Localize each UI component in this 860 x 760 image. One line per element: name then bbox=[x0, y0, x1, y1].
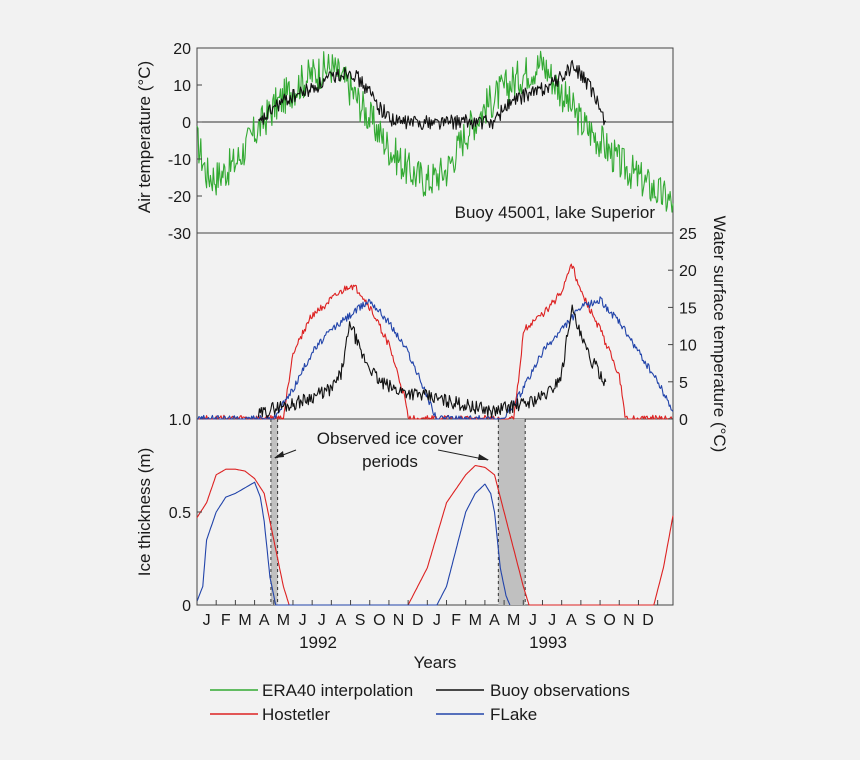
month-label: J bbox=[318, 612, 326, 629]
water-ytick-label: 15 bbox=[679, 300, 697, 317]
x-axis-title: Years bbox=[414, 653, 457, 672]
water-ytick-label: 25 bbox=[679, 226, 697, 243]
legend-label-flake: FLake bbox=[490, 705, 537, 724]
month-label: D bbox=[412, 612, 424, 629]
annotation-arrowhead-left bbox=[274, 451, 284, 458]
air-temperature-ytick-label: -20 bbox=[168, 189, 191, 206]
month-label: A bbox=[259, 612, 270, 629]
month-label: M bbox=[507, 612, 520, 629]
month-label: O bbox=[603, 612, 615, 629]
month-label: D bbox=[642, 612, 654, 629]
legend-label-era40: ERA40 interpolation bbox=[262, 681, 413, 700]
air-temperature-ytick-label: -30 bbox=[168, 226, 191, 243]
air-temperature-ytick-label: -10 bbox=[168, 152, 191, 169]
water-panel-frame bbox=[196, 232, 674, 420]
water-ytick-label: 0 bbox=[679, 412, 688, 429]
month-label: J bbox=[203, 612, 211, 629]
month-label: O bbox=[373, 612, 385, 629]
month-label: J bbox=[433, 612, 441, 629]
month-label: J bbox=[548, 612, 556, 629]
month-label: S bbox=[355, 612, 366, 629]
ice-cover-annotation-line2: periods bbox=[362, 452, 418, 471]
month-label: J bbox=[529, 612, 537, 629]
air-temperature-ytick-label: 10 bbox=[173, 78, 191, 95]
ice-thickness-ytick-label: 0.5 bbox=[169, 505, 191, 522]
month-label: F bbox=[221, 612, 231, 629]
legend-label-buoy: Buoy observations bbox=[490, 681, 630, 700]
water-surface-temperature-series-buoy-observations bbox=[257, 304, 607, 419]
month-label: N bbox=[623, 612, 635, 629]
month-label: J bbox=[299, 612, 307, 629]
ice-cover-band-1 bbox=[270, 419, 278, 605]
water-surface-temperature-series-flake bbox=[197, 296, 674, 420]
water-ytick-label: 5 bbox=[679, 375, 688, 392]
air-temperature-ytick-label: 20 bbox=[173, 41, 191, 58]
month-label: A bbox=[489, 612, 500, 629]
air-temperature-series-era40-interpolation bbox=[196, 50, 674, 213]
legend-label-hostetler: Hostetler bbox=[262, 705, 330, 724]
ice-thickness-series-hostetler bbox=[196, 464, 674, 606]
year-label-1993: 1993 bbox=[529, 633, 567, 652]
month-label: M bbox=[238, 612, 251, 629]
ice-thickness-ytick-label: 0 bbox=[182, 598, 191, 615]
month-label: A bbox=[566, 612, 577, 629]
month-label: F bbox=[451, 612, 461, 629]
water-ytick-label: 20 bbox=[679, 263, 697, 280]
ice-ytick-label: 1.0 bbox=[169, 412, 191, 429]
month-label: M bbox=[469, 612, 482, 629]
ice-cover-band-2 bbox=[498, 419, 526, 605]
ice-cover-annotation-line1: Observed ice cover bbox=[317, 429, 464, 448]
air-ylabel: Air temperature (°C) bbox=[135, 61, 154, 213]
buoy-annotation: Buoy 45001, lake Superior bbox=[455, 203, 656, 222]
water-ytick-label: 10 bbox=[679, 338, 697, 355]
ice-ylabel: Ice thickness (m) bbox=[135, 448, 154, 576]
year-label-1992: 1992 bbox=[299, 633, 337, 652]
month-label: N bbox=[393, 612, 405, 629]
water-ylabel: Water surface temperature (°C) bbox=[710, 216, 729, 453]
month-label: M bbox=[277, 612, 290, 629]
month-label: A bbox=[336, 612, 347, 629]
air-temperature-series-buoy-observations bbox=[257, 59, 607, 130]
annotation-arrowhead-right bbox=[478, 454, 489, 460]
air-temperature-ytick-label: 0 bbox=[182, 115, 191, 132]
month-label: S bbox=[585, 612, 596, 629]
ice-thickness-series-flake bbox=[196, 481, 511, 606]
